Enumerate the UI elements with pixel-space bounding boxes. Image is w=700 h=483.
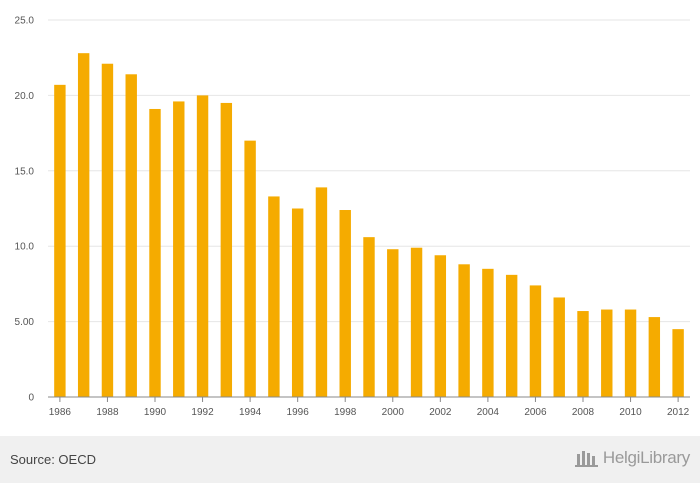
x-tick-label: 2006	[524, 407, 547, 418]
x-tick-label: 1986	[49, 407, 72, 418]
bar-2008[interactable]	[577, 311, 589, 397]
bar-1995[interactable]	[268, 196, 280, 397]
logo-text: HelgiLibrary	[602, 448, 690, 467]
x-tick-label: 1990	[144, 407, 167, 418]
bar-2001[interactable]	[410, 247, 423, 397]
bar-2002[interactable]	[434, 255, 447, 397]
x-tick-label: 2008	[572, 407, 595, 418]
bar-1987[interactable]	[77, 53, 90, 398]
x-tick-label: 1988	[96, 407, 119, 418]
bar-1986[interactable]	[54, 84, 66, 398]
bar-2009[interactable]	[601, 309, 613, 397]
library-icon	[574, 451, 598, 467]
bar-2000[interactable]	[387, 249, 399, 397]
x-tick-label: 1996	[287, 407, 310, 418]
y-tick-label: 15.0	[15, 166, 35, 177]
bar-2011[interactable]	[648, 317, 661, 397]
x-tick-label: 2000	[382, 407, 405, 418]
y-tick-label: 0	[28, 393, 34, 404]
y-tick-label: 5.00	[15, 317, 35, 328]
bar-1989[interactable]	[125, 74, 137, 398]
bar-2006[interactable]	[529, 285, 542, 397]
bar-1992[interactable]	[196, 95, 209, 398]
bar-2010[interactable]	[624, 309, 637, 397]
bar-1999[interactable]	[363, 237, 375, 397]
bar-2004[interactable]	[482, 268, 494, 397]
x-tick-label: 2012	[667, 407, 690, 418]
x-tick-label: 2002	[429, 407, 452, 418]
bar-2005[interactable]	[505, 274, 518, 397]
x-tick-label: 2010	[619, 407, 642, 418]
y-tick-label: 10.0	[15, 242, 35, 253]
bar-1998[interactable]	[339, 210, 351, 397]
source-label: Source: OECD	[10, 452, 96, 467]
bar-2012[interactable]	[672, 329, 684, 397]
x-tick-label: 1998	[334, 407, 357, 418]
footer: Source: OECD HelgiLibrary	[0, 436, 700, 483]
bar-1997[interactable]	[315, 187, 328, 397]
y-tick-label: 25.0	[15, 16, 35, 27]
y-tick-label: 20.0	[15, 91, 35, 102]
x-tick-label: 1994	[239, 407, 262, 418]
bar-1988[interactable]	[101, 63, 114, 398]
bar-1990[interactable]	[149, 108, 161, 398]
y-axis-ticks: 0 5.00 10.0 15.0 20.0 25.0	[15, 16, 35, 404]
bar-1994[interactable]	[244, 140, 256, 397]
bar-2003[interactable]	[458, 264, 470, 397]
x-axis-ticks: 1986 1988 1990 1992 1994 1996 1998 2000 2002 2004…	[49, 397, 690, 418]
helgi-library-logo[interactable]: HelgiLibrary	[574, 448, 690, 468]
bar-1991[interactable]	[173, 101, 185, 397]
bar-1996[interactable]	[291, 208, 304, 398]
bars	[54, 53, 684, 398]
bar-2007[interactable]	[553, 297, 565, 397]
x-tick-label: 1992	[191, 407, 214, 418]
x-tick-label: 2004	[477, 407, 500, 418]
bar-1993[interactable]	[220, 102, 233, 397]
